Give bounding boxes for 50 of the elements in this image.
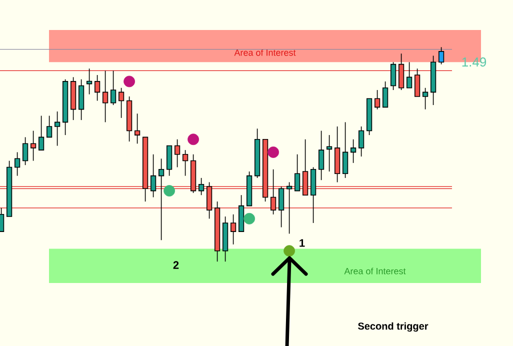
candlestick [270, 168, 276, 215]
candlestick [438, 46, 444, 65]
candlestick [390, 62, 396, 90]
candlestick [318, 130, 324, 180]
candlestick [94, 74, 100, 102]
candlestick [102, 70, 108, 123]
candlestick [302, 138, 308, 196]
point [188, 134, 200, 146]
candlestick [422, 87, 428, 110]
candlestick [158, 158, 164, 241]
candlestick [174, 138, 180, 168]
candlestick [406, 62, 412, 88]
candlestick [150, 154, 156, 198]
candlestick [206, 182, 212, 220]
candlestick [286, 182, 292, 234]
candlestick [230, 214, 236, 245]
candlestick [86, 68, 92, 95]
candlestick [374, 90, 380, 110]
band-label: Area of Interest [344, 268, 406, 274]
point [164, 185, 176, 197]
point [284, 245, 295, 257]
candlestick [294, 154, 300, 192]
candlestick [118, 87, 124, 118]
candlestick [278, 186, 284, 228]
candlestick [22, 136, 28, 166]
point [124, 76, 136, 88]
candlestick [134, 113, 140, 144]
text: Second trigger [358, 322, 428, 332]
candlestick [14, 152, 20, 176]
candlestick [78, 78, 84, 120]
band-label: Area of Interest [234, 49, 296, 56]
candlestick [166, 145, 172, 176]
candlestick [198, 178, 204, 196]
candlestick [326, 134, 332, 172]
candlestick [30, 130, 36, 162]
candlestick [414, 68, 420, 97]
candlestick [110, 70, 116, 106]
candlestick [358, 126, 364, 157]
point [244, 212, 255, 224]
candlestick [54, 111, 60, 146]
point [268, 146, 279, 158]
candlestick [182, 150, 188, 176]
annotation: 2 [173, 261, 179, 269]
candlestick [342, 122, 348, 178]
candlestick [38, 115, 44, 150]
annotation: 1 [300, 239, 305, 247]
candlestick [398, 53, 404, 90]
candlestick [382, 81, 388, 108]
candlestick [46, 115, 52, 138]
candlestick [350, 138, 356, 164]
